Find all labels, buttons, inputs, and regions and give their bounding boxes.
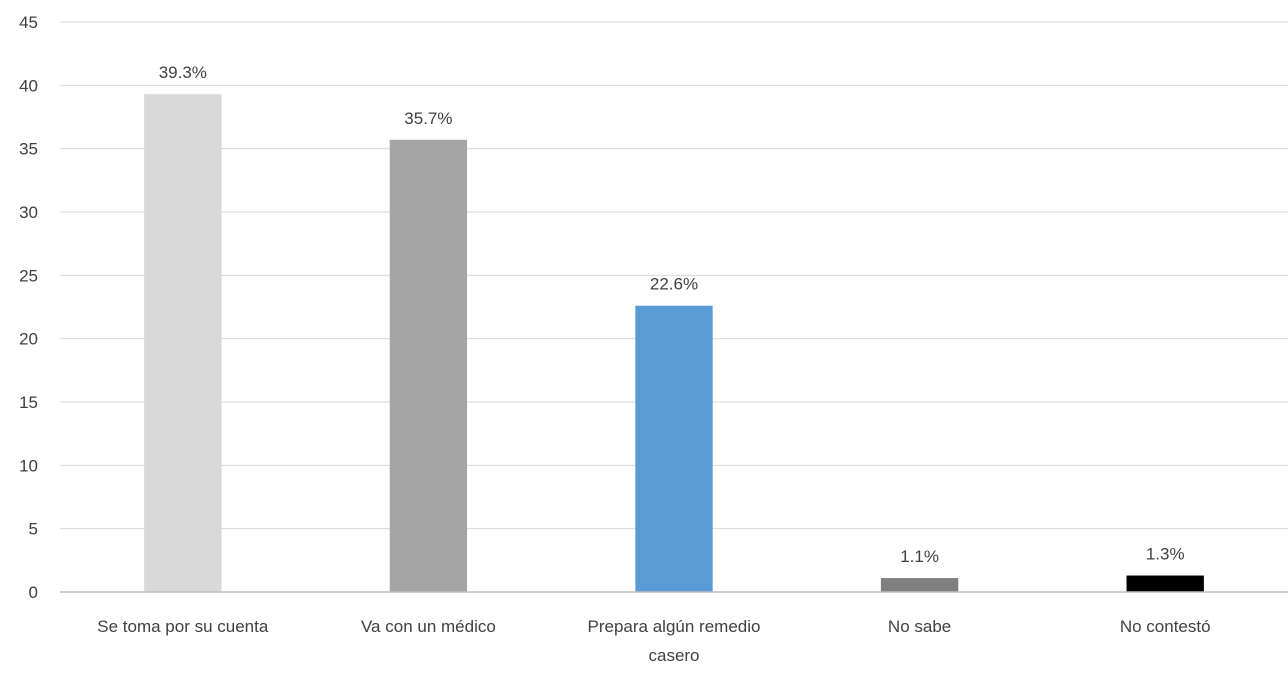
data-label-4: 1.3% — [1146, 545, 1185, 564]
y-tick-label: 25 — [19, 266, 38, 285]
y-tick-label: 0 — [29, 583, 38, 602]
category-label-3: No sabe — [888, 617, 951, 636]
category-labels: Se toma por su cuenta Va con un médico Pre… — [97, 617, 1210, 665]
category-label-4: No contestó — [1120, 617, 1211, 636]
y-axis-ticks: 0 5 10 15 20 25 30 35 40 45 — [19, 13, 38, 602]
data-labels: 39.3% 35.7% 22.6% 1.1% 1.3% — [159, 63, 1185, 566]
data-label-2: 22.6% — [650, 275, 698, 294]
category-label-2: Prepara algún remedio — [588, 617, 761, 636]
y-tick-label: 5 — [29, 520, 38, 539]
bar-4 — [1126, 575, 1204, 592]
bars — [144, 94, 1204, 593]
category-label-2: casero — [648, 646, 699, 665]
y-tick-label: 40 — [19, 76, 38, 95]
y-tick-label: 45 — [19, 13, 38, 32]
category-label-0: Se toma por su cuenta — [97, 617, 269, 636]
data-label-0: 39.3% — [159, 63, 207, 82]
y-tick-label: 15 — [19, 393, 38, 412]
category-label-1: Va con un médico — [361, 617, 496, 636]
y-tick-label: 35 — [19, 140, 38, 159]
bar-3 — [880, 578, 959, 592]
y-tick-label: 10 — [19, 456, 38, 475]
data-label-3: 1.1% — [900, 547, 939, 566]
bar-2 — [635, 305, 713, 592]
data-label-1: 35.7% — [404, 109, 452, 128]
bar-1 — [389, 139, 468, 593]
gridlines — [60, 21, 1288, 530]
y-tick-label: 20 — [19, 330, 38, 349]
bar-0 — [144, 94, 222, 592]
y-tick-label: 30 — [19, 203, 38, 222]
